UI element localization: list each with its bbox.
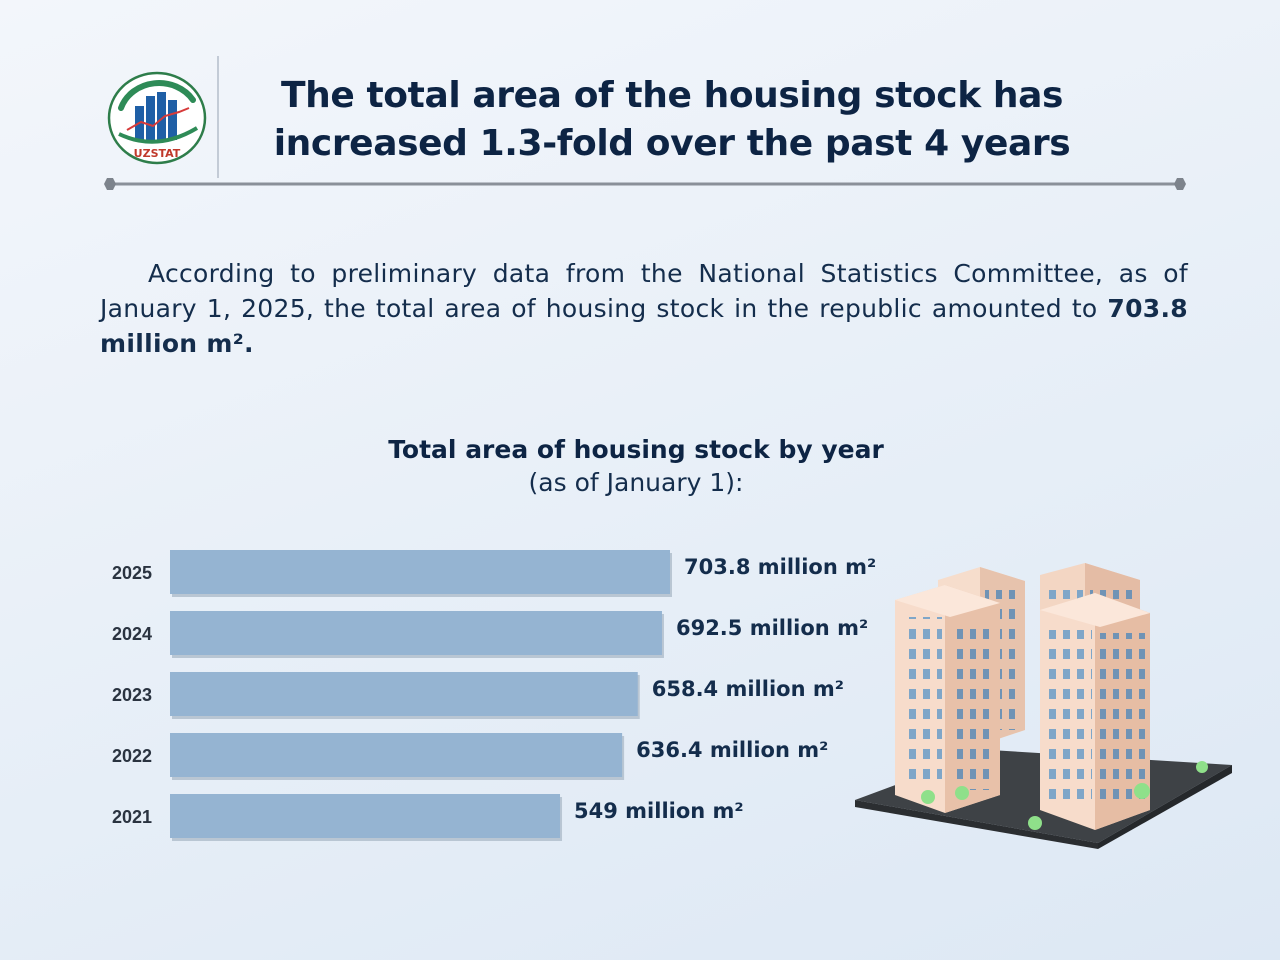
chart-title: Total area of housing stock by year	[388, 435, 884, 464]
title-line-1: The total area of the housing stock has	[280, 75, 1064, 116]
title-line-2: increased 1.3-fold over the past 4 years	[273, 123, 1071, 164]
data-label-2022: 636.4 million m²	[636, 738, 828, 762]
intro-paragraph: According to preliminary data from the N…	[100, 256, 1188, 361]
header-divider	[104, 178, 1186, 190]
page-title: The total area of the housing stock has …	[250, 72, 1094, 168]
bar-2023	[170, 672, 638, 716]
apartment-buildings-icon	[855, 563, 1232, 849]
category-label-2022: 2022	[112, 746, 152, 766]
data-label-2023: 658.4 million m²	[652, 677, 844, 701]
intro-highlight: 703.8 million m².	[100, 294, 1188, 358]
bar-2024	[170, 611, 662, 655]
category-label-2025: 2025	[112, 563, 152, 583]
chart-subtitle: (as of January 1):	[528, 468, 744, 497]
category-label-2023: 2023	[112, 685, 152, 705]
logo-text: UZSTAT	[134, 147, 181, 160]
intro-text: According to preliminary data from the N…	[100, 259, 1188, 323]
bar-2022	[170, 733, 623, 777]
data-label-2021: 549 million m²	[574, 799, 744, 823]
logo-divider	[217, 56, 219, 178]
category-label-2024: 2024	[112, 624, 152, 644]
bar-2025	[170, 550, 670, 594]
uzstat-logo: UZSTAT	[107, 71, 207, 165]
data-label-2024: 692.5 million m²	[676, 616, 868, 640]
bar-2021	[170, 794, 561, 838]
data-label-2025: 703.8 million m²	[684, 555, 876, 579]
bar-chart: 2025 703.8 million m² 2024 692.5 million m²…	[112, 550, 876, 841]
category-label-2021: 2021	[112, 807, 152, 827]
